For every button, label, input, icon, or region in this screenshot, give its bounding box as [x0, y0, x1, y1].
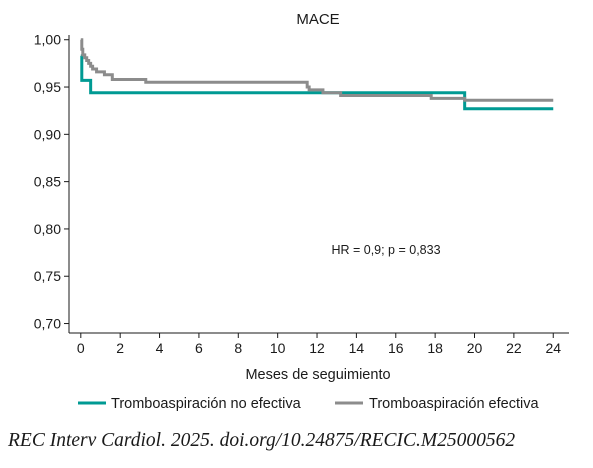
chart-title: MACE [296, 11, 339, 28]
x-tick-label: 2 [116, 340, 124, 356]
x-tick-label: 18 [427, 340, 443, 356]
x-tick-label: 20 [467, 340, 483, 356]
x-tick-label: 22 [506, 340, 522, 356]
y-tick-label: 0,95 [34, 79, 61, 95]
x-axis-label: Meses de seguimiento [245, 367, 390, 383]
x-tick-label: 4 [156, 340, 164, 356]
x-tick-label: 12 [309, 340, 325, 356]
citation: REC Interv Cardiol. 2025. doi.org/10.248… [8, 430, 516, 451]
x-tick-label: 6 [195, 340, 203, 356]
km-chart: MACE 0 2 4 6 8 10 12 14 16 18 20 22 240,700,750,800,… [34, 11, 569, 412]
x-tick-label: 0 [77, 340, 85, 356]
x-tick-label: 10 [270, 340, 286, 356]
series-line-efectiva [80, 38, 554, 102]
y-tick-label: 0,90 [34, 126, 61, 142]
x-tick-label: 16 [388, 340, 404, 356]
y-tick-label: 0,70 [34, 316, 61, 332]
x-tick-label: 24 [545, 340, 561, 356]
axes: 0 2 4 6 8 10 12 14 16 18 20 22 240,700,750,800,850,9… [34, 32, 569, 356]
x-tick-label: 8 [234, 340, 242, 356]
y-tick-label: 1,00 [34, 32, 61, 48]
x-tick-label: 14 [349, 340, 365, 356]
y-tick-label: 0,80 [34, 221, 61, 237]
legend: Tromboaspiración no efectiva Tromboaspir… [78, 396, 539, 412]
legend-label-no-efectiva: Tromboaspiración no efectiva [111, 396, 302, 412]
series-line-no-efectiva [80, 54, 554, 111]
y-tick-label: 0,85 [34, 174, 61, 190]
series-layer [80, 38, 554, 111]
y-tick-label: 0,75 [34, 268, 61, 284]
legend-label-efectiva: Tromboaspiración efectiva [369, 396, 539, 412]
hr-annotation: HR = 0,9; p = 0,833 [331, 243, 440, 257]
